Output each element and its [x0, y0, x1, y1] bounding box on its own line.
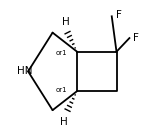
Text: F: F [133, 33, 139, 43]
Text: H: H [60, 117, 67, 127]
Text: or1: or1 [56, 50, 68, 56]
Text: HN: HN [17, 66, 33, 76]
Text: F: F [116, 10, 122, 20]
Text: H: H [62, 17, 70, 27]
Text: or1: or1 [56, 87, 68, 93]
